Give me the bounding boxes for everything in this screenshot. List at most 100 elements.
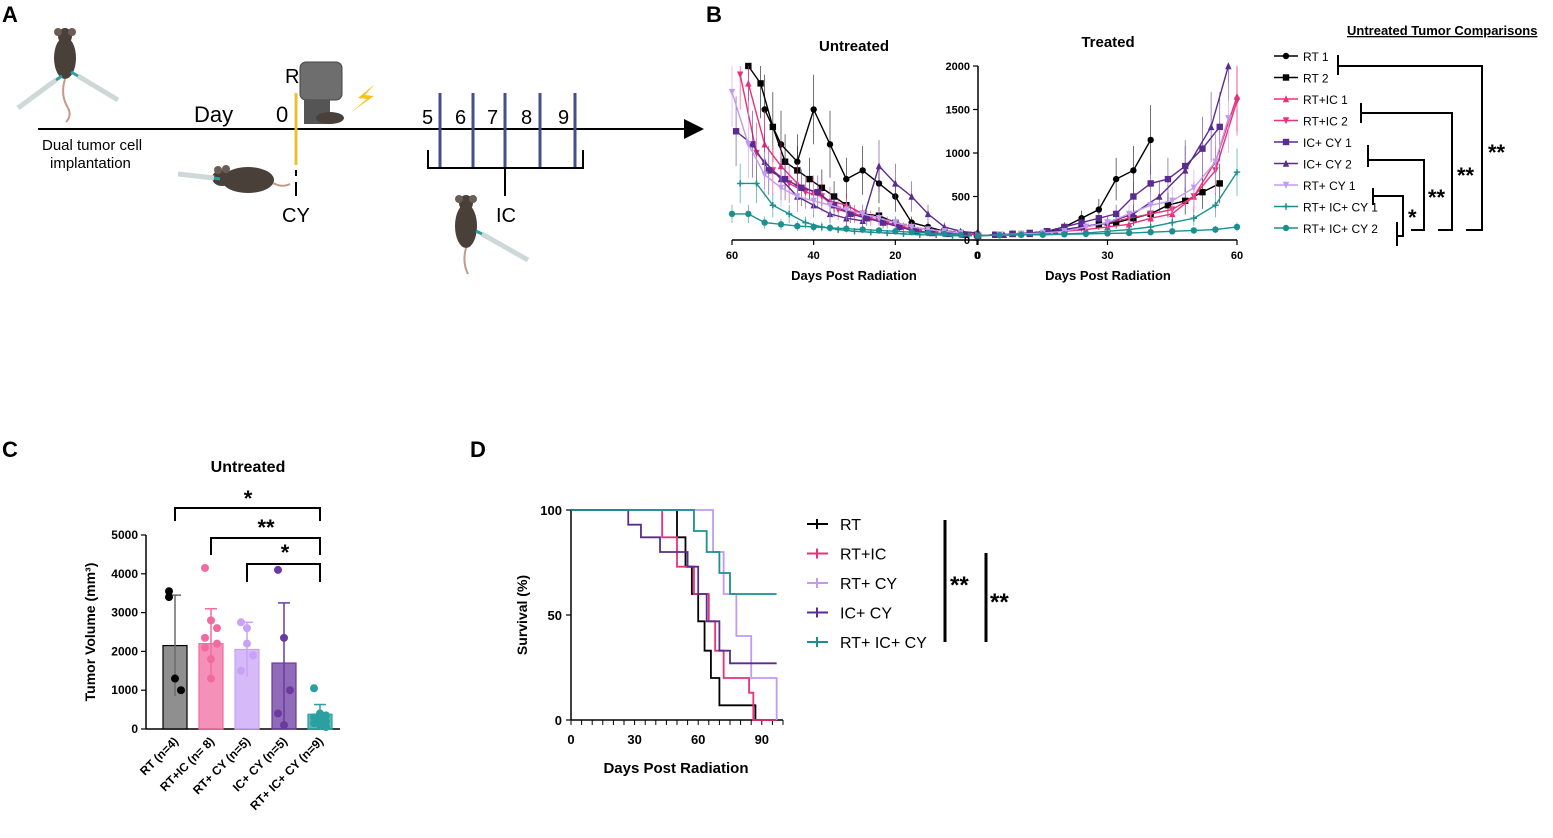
data-point bbox=[1190, 215, 1198, 222]
data-point bbox=[728, 210, 736, 218]
sig-label: ** bbox=[990, 589, 1009, 616]
y-tick-label: 1000 bbox=[111, 683, 138, 697]
data-point bbox=[1169, 197, 1176, 205]
panel-d: D Survival (%) Days Post Radiation 0 50 10… bbox=[470, 437, 1009, 777]
data-point bbox=[1130, 167, 1137, 174]
data-point bbox=[322, 717, 330, 726]
series-rt-ic-cy-1 bbox=[736, 163, 973, 239]
data-point bbox=[892, 219, 899, 227]
data-point bbox=[757, 80, 764, 87]
y-tick-label: 500 bbox=[952, 192, 970, 204]
data-point bbox=[316, 715, 324, 724]
data-point bbox=[1082, 223, 1090, 231]
y-tick-label: 2000 bbox=[111, 644, 138, 658]
x-tick-label: 20 bbox=[889, 250, 901, 262]
mouse-icon bbox=[177, 165, 291, 193]
data-point bbox=[1207, 123, 1215, 131]
sig-label: * bbox=[244, 486, 253, 511]
data-point bbox=[310, 684, 318, 693]
data-point bbox=[1017, 231, 1025, 238]
data-point bbox=[243, 639, 251, 648]
data-point bbox=[753, 180, 760, 187]
data-point bbox=[1216, 180, 1223, 187]
legend-item: RT+ CY bbox=[807, 576, 897, 593]
d-significance: ** ** bbox=[943, 520, 1009, 642]
sig-bracket bbox=[210, 537, 321, 555]
d-legend: RT RT+IC RT+ CY IC+ CY RT+ IC+ CY bbox=[807, 517, 927, 652]
legend-label: RT 2 bbox=[1303, 72, 1329, 86]
legend-item: RT 1 bbox=[1274, 50, 1329, 64]
x-tick-label: 0 bbox=[974, 250, 980, 262]
series-rt-cy-1 bbox=[728, 66, 964, 237]
data-point bbox=[1130, 193, 1137, 200]
data-point bbox=[274, 565, 282, 574]
data-point bbox=[201, 633, 209, 642]
data-point bbox=[1125, 210, 1133, 218]
data-point bbox=[777, 184, 785, 192]
sig-bracket bbox=[246, 563, 321, 582]
survival-curve bbox=[571, 509, 777, 721]
legend-label: IC+ CY 2 bbox=[1303, 158, 1352, 172]
mouse-icon bbox=[455, 195, 530, 275]
data-point bbox=[879, 219, 887, 226]
data-point bbox=[777, 221, 785, 228]
data-point bbox=[1190, 227, 1198, 234]
panel-d-letter: D bbox=[470, 437, 486, 462]
data-point bbox=[810, 197, 817, 205]
legend-item: RT+IC bbox=[807, 547, 886, 564]
legend-item: IC+ CY 2 bbox=[1274, 158, 1352, 172]
legend-marker bbox=[1282, 95, 1290, 103]
sig-bracket bbox=[1368, 159, 1425, 231]
data-point bbox=[765, 167, 772, 174]
x-tick-label: 60 bbox=[691, 732, 705, 747]
data-point bbox=[745, 210, 752, 218]
ic-dose-days: 5 6 7 8 9 IC bbox=[422, 93, 584, 227]
data-point bbox=[1147, 228, 1154, 236]
data-point bbox=[1043, 228, 1051, 235]
ic-day-label: 9 bbox=[558, 107, 569, 129]
legend-item: RT bbox=[807, 517, 861, 534]
legend-marker bbox=[1282, 224, 1290, 232]
sig-label: ** bbox=[950, 572, 969, 599]
x-tick-label: 0 bbox=[567, 732, 574, 747]
b-legend-title: Untreated Tumor Comparisons bbox=[1347, 23, 1537, 38]
legend-item: RT+ CY 1 bbox=[1274, 179, 1356, 193]
data-point bbox=[794, 193, 801, 201]
sig-bracket bbox=[1373, 195, 1404, 237]
x-tick-label: 60 bbox=[1231, 250, 1243, 262]
cy-label: CY bbox=[282, 205, 310, 227]
sig-label: ** bbox=[1457, 163, 1475, 188]
bar-group bbox=[162, 587, 188, 730]
d-ticks: 0 50 100 0 30 60 90 bbox=[540, 503, 784, 747]
legend-label: IC+ CY bbox=[840, 606, 892, 623]
d-y-label: Survival (%) bbox=[514, 575, 530, 655]
data-point bbox=[316, 721, 324, 730]
data-point bbox=[761, 219, 768, 226]
legend-label: RT+ CY bbox=[840, 576, 897, 593]
y-tick-label: 0 bbox=[131, 722, 138, 736]
day-label: Day bbox=[194, 102, 233, 127]
data-point bbox=[896, 223, 903, 231]
y-tick-label: 100 bbox=[540, 503, 562, 518]
data-point bbox=[165, 593, 173, 602]
data-point bbox=[1169, 228, 1176, 235]
data-point bbox=[826, 141, 834, 148]
data-point bbox=[810, 106, 817, 113]
legend-marker bbox=[1282, 74, 1290, 81]
data-point bbox=[859, 210, 866, 218]
data-point bbox=[745, 141, 752, 148]
y-tick-label: 1000 bbox=[946, 148, 970, 160]
c-bars bbox=[162, 563, 333, 732]
survival-curve bbox=[571, 509, 777, 595]
data-point bbox=[761, 106, 768, 113]
y-tick-label: 0 bbox=[964, 235, 970, 247]
data-point bbox=[1164, 202, 1172, 209]
data-point bbox=[1112, 210, 1120, 218]
b-significance: ** ** ** * bbox=[1337, 55, 1506, 246]
data-point bbox=[924, 210, 932, 218]
ic-day-label: 6 bbox=[455, 107, 466, 129]
data-point bbox=[207, 616, 215, 625]
data-point bbox=[207, 674, 215, 683]
legend-item: RT+ IC+ CY 2 bbox=[1274, 222, 1378, 236]
legend-marker bbox=[1282, 181, 1290, 189]
